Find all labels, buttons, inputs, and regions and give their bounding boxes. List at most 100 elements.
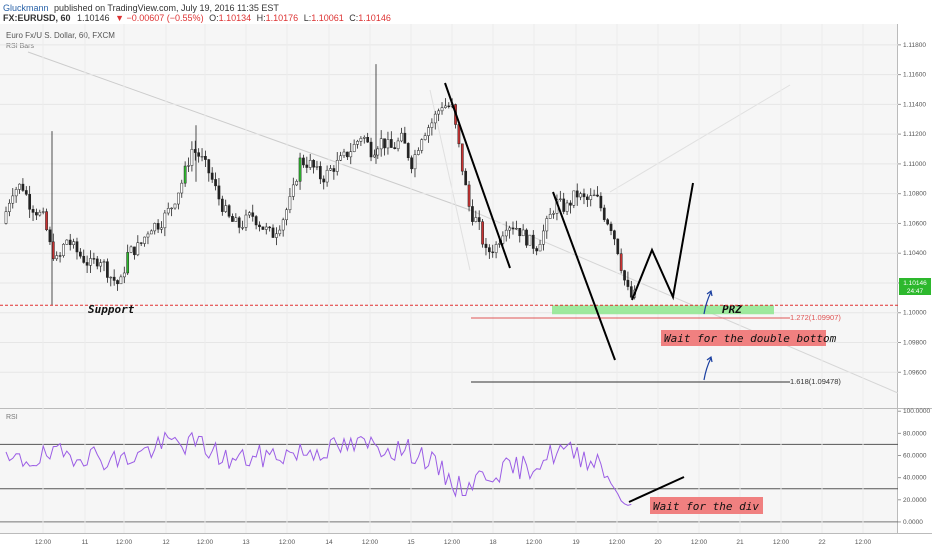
candle-body[interactable] <box>626 279 630 287</box>
candle-body[interactable] <box>143 236 146 244</box>
candle-body[interactable] <box>498 243 501 245</box>
candle-body[interactable] <box>379 138 383 150</box>
candle-body[interactable] <box>31 209 35 213</box>
candle-body[interactable] <box>112 276 116 281</box>
candle-body[interactable] <box>525 229 528 246</box>
candle-body[interactable] <box>35 212 38 216</box>
symbol-label[interactable]: FX:EURUSD, 60 <box>3 13 71 23</box>
candle-body[interactable] <box>200 156 204 158</box>
candle-body[interactable] <box>187 165 190 167</box>
candle-body[interactable] <box>619 253 623 271</box>
candle-body[interactable] <box>288 196 292 211</box>
divergence-line[interactable] <box>628 476 685 503</box>
candles[interactable] <box>4 64 637 306</box>
candle-body[interactable] <box>14 189 18 197</box>
candle-body[interactable] <box>136 242 140 256</box>
candle-body[interactable] <box>170 207 173 210</box>
candle-body[interactable] <box>275 233 278 238</box>
candle-body[interactable] <box>197 152 201 157</box>
candle-body[interactable] <box>572 190 576 206</box>
candle-body[interactable] <box>41 211 45 213</box>
candle-body[interactable] <box>173 203 177 209</box>
candle-body[interactable] <box>82 255 86 263</box>
candle-body[interactable] <box>487 247 491 253</box>
candle-body[interactable] <box>406 143 410 159</box>
candle-body[interactable] <box>166 208 170 214</box>
candle-body[interactable] <box>393 147 397 150</box>
candle-body[interactable] <box>582 193 586 198</box>
candle-body[interactable] <box>322 178 326 183</box>
candle-body[interactable] <box>291 184 295 197</box>
candle-body[interactable] <box>251 212 255 217</box>
candle-body[interactable] <box>359 138 363 142</box>
candle-body[interactable] <box>629 286 633 298</box>
candle-body[interactable] <box>68 239 72 245</box>
candle-body[interactable] <box>545 218 549 232</box>
candle-body[interactable] <box>95 258 99 267</box>
candle-body[interactable] <box>285 209 288 221</box>
candle-body[interactable] <box>312 160 315 168</box>
candle-body[interactable] <box>254 216 258 226</box>
candle-body[interactable] <box>481 221 484 245</box>
candle-body[interactable] <box>146 233 150 238</box>
candle-body[interactable] <box>258 224 261 228</box>
candle-body[interactable] <box>528 234 532 246</box>
candle-body[interactable] <box>204 156 207 160</box>
candle-body[interactable] <box>569 202 572 206</box>
candle-body[interactable] <box>55 255 59 260</box>
candle-body[interactable] <box>241 227 244 229</box>
candle-body[interactable] <box>471 206 474 222</box>
candle-body[interactable] <box>602 207 606 220</box>
candle-body[interactable] <box>24 190 28 195</box>
candle-body[interactable] <box>133 246 136 256</box>
candle-body[interactable] <box>413 154 417 170</box>
candle-body[interactable] <box>102 261 106 263</box>
candle-body[interactable] <box>606 219 609 225</box>
candle-body[interactable] <box>589 195 593 200</box>
rsi-label[interactable]: RSI <box>6 414 18 421</box>
candle-body[interactable] <box>79 251 82 257</box>
candle-body[interactable] <box>75 241 79 253</box>
candle-body[interactable] <box>430 122 434 128</box>
candle-body[interactable] <box>153 223 157 232</box>
candle-body[interactable] <box>85 262 89 266</box>
candle-body[interactable] <box>190 149 194 166</box>
candle-body[interactable] <box>227 205 231 217</box>
candle-body[interactable] <box>119 276 123 285</box>
candle-body[interactable] <box>58 255 62 257</box>
candle-body[interactable] <box>491 251 495 253</box>
candle-body[interactable] <box>410 157 413 170</box>
candle-body[interactable] <box>160 227 163 230</box>
candle-body[interactable] <box>106 261 109 278</box>
candle-body[interactable] <box>38 211 42 216</box>
candle-body[interactable] <box>248 212 251 216</box>
candle-body[interactable] <box>389 139 393 148</box>
double-bottom-projection[interactable] <box>631 182 694 301</box>
candle-body[interactable] <box>423 135 427 140</box>
candle-body[interactable] <box>501 235 505 244</box>
candle-body[interactable] <box>4 211 8 224</box>
candle-body[interactable] <box>308 160 312 168</box>
candle-body[interactable] <box>586 196 589 200</box>
candle-body[interactable] <box>45 211 48 231</box>
candle-body[interactable] <box>180 182 184 194</box>
candle-body[interactable] <box>149 230 153 235</box>
candle-body[interactable] <box>369 141 373 158</box>
candle-body[interactable] <box>609 223 613 231</box>
candle-body[interactable] <box>518 228 522 237</box>
candle-body[interactable] <box>538 244 542 252</box>
candle-body[interactable] <box>126 252 130 274</box>
candle-body[interactable] <box>447 105 451 107</box>
candle-body[interactable] <box>542 230 545 245</box>
candle-body[interactable] <box>72 241 75 245</box>
candle-body[interactable] <box>575 190 579 198</box>
candle-body[interactable] <box>18 183 21 190</box>
rsi-pane[interactable] <box>0 409 898 533</box>
candle-body[interactable] <box>224 205 228 212</box>
candle-body[interactable] <box>521 229 525 237</box>
candle-body[interactable] <box>342 151 346 157</box>
candle-body[interactable] <box>373 154 376 158</box>
candle-body[interactable] <box>558 198 562 200</box>
candle-body[interactable] <box>139 242 143 244</box>
